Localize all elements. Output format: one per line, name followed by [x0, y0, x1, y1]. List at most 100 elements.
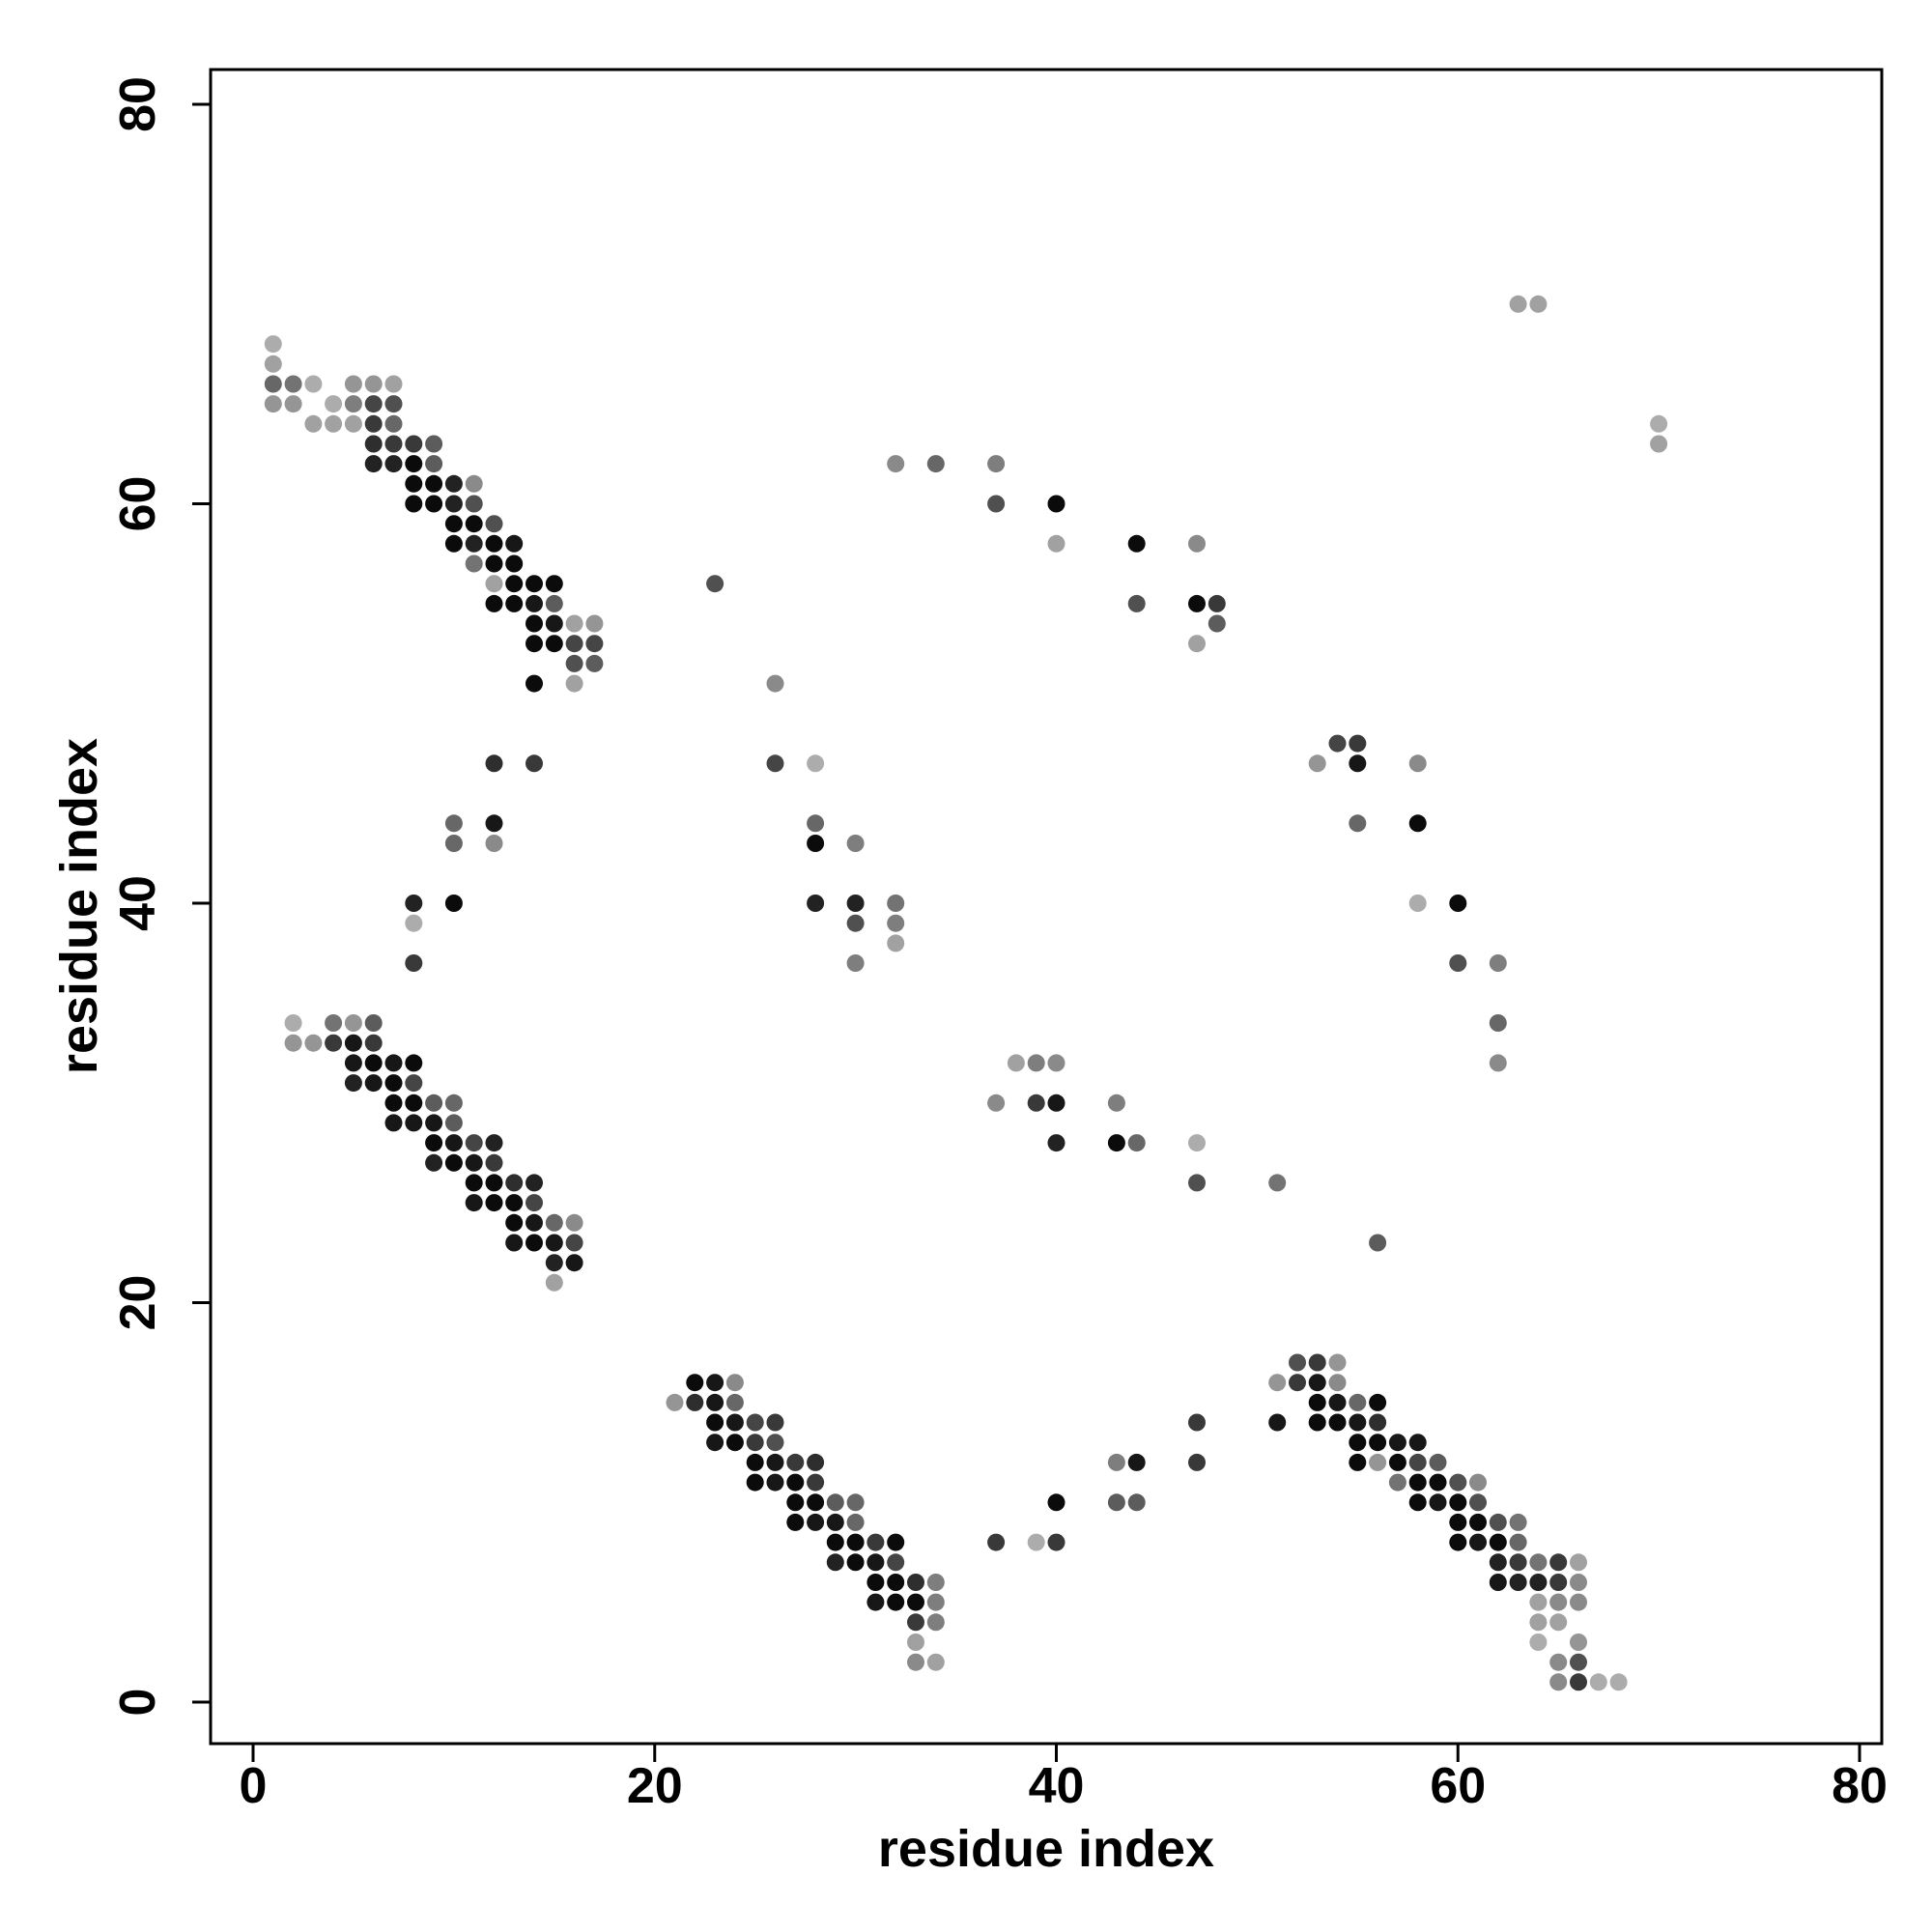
data-point-234 — [926, 1593, 945, 1611]
data-point-108 — [485, 1134, 503, 1152]
data-point-169 — [1650, 414, 1668, 433]
data-point-137 — [846, 954, 865, 972]
data-point-112 — [505, 1174, 524, 1192]
data-point-73 — [405, 914, 423, 932]
data-point-264 — [1369, 1413, 1387, 1432]
data-point-99 — [425, 1153, 443, 1172]
data-point-187 — [686, 1393, 704, 1411]
data-point-289 — [1509, 1513, 1527, 1531]
data-point-31 — [444, 474, 463, 493]
data-point-94 — [405, 1094, 423, 1112]
data-point-252 — [1308, 1374, 1326, 1392]
y-tick-label: 60 — [110, 476, 166, 532]
data-point-91 — [384, 1114, 403, 1132]
data-point-33 — [444, 515, 463, 533]
data-point-307 — [1570, 1634, 1587, 1651]
data-point-159 — [1408, 754, 1427, 773]
data-point-113 — [505, 1194, 524, 1212]
data-point-61 — [565, 674, 583, 693]
data-point-22 — [384, 455, 403, 473]
data-point-268 — [1388, 1453, 1406, 1471]
data-point-103 — [444, 1153, 463, 1172]
data-point-145 — [1047, 495, 1065, 513]
data-point-134 — [846, 835, 865, 852]
data-point-279 — [1449, 1513, 1467, 1531]
data-point-244 — [1127, 1493, 1146, 1512]
data-point-138 — [887, 895, 905, 912]
data-point-16 — [364, 435, 383, 453]
data-point-126 — [565, 1254, 583, 1272]
data-point-211 — [807, 1513, 825, 1531]
data-point-238 — [1027, 1533, 1045, 1551]
data-point-131 — [807, 814, 825, 833]
y-tick-label: 20 — [110, 1275, 166, 1331]
data-point-41 — [485, 534, 503, 553]
data-point-173 — [1027, 1054, 1045, 1072]
data-point-133 — [807, 895, 825, 912]
x-axis-title: residue index — [878, 1820, 1214, 1878]
data-point-168 — [1529, 295, 1548, 313]
data-point-217 — [846, 1513, 865, 1531]
data-point-275 — [1429, 1473, 1447, 1492]
data-point-44 — [485, 594, 503, 612]
data-point-39 — [465, 554, 483, 573]
data-point-5 — [284, 395, 302, 413]
data-point-285 — [1489, 1513, 1507, 1531]
data-point-97 — [425, 1114, 443, 1132]
data-point-34 — [444, 534, 463, 553]
data-point-155 — [1328, 734, 1347, 753]
data-point-202 — [766, 1453, 784, 1471]
data-point-196 — [746, 1413, 764, 1432]
data-point-29 — [425, 474, 443, 493]
data-point-70 — [485, 835, 503, 852]
data-point-53 — [526, 674, 543, 693]
data-point-8 — [325, 395, 343, 413]
data-point-38 — [465, 534, 483, 553]
data-point-149 — [1188, 534, 1206, 553]
data-point-86 — [344, 1074, 362, 1093]
data-point-110 — [485, 1174, 503, 1192]
data-point-141 — [887, 455, 905, 473]
data-point-300 — [1549, 1593, 1568, 1611]
data-point-55 — [545, 594, 563, 612]
data-point-192 — [725, 1374, 744, 1392]
data-point-72 — [444, 895, 463, 912]
data-point-224 — [887, 1533, 905, 1551]
y-tick-label: 80 — [110, 76, 166, 132]
data-point-104 — [465, 1134, 483, 1152]
data-point-144 — [987, 495, 1006, 513]
data-point-272 — [1408, 1473, 1427, 1492]
data-point-204 — [786, 1453, 805, 1471]
data-point-270 — [1408, 1434, 1427, 1452]
data-point-36 — [465, 495, 483, 513]
data-point-231 — [907, 1634, 924, 1651]
data-point-189 — [706, 1393, 724, 1411]
data-point-96 — [425, 1094, 443, 1112]
data-point-191 — [706, 1434, 724, 1452]
data-point-235 — [926, 1613, 945, 1632]
data-point-162 — [1449, 895, 1467, 912]
data-point-136 — [846, 914, 865, 932]
data-point-109 — [485, 1153, 503, 1172]
data-point-280 — [1449, 1533, 1467, 1551]
data-point-249 — [1289, 1353, 1306, 1372]
data-point-297 — [1529, 1634, 1548, 1651]
data-point-19 — [384, 395, 403, 413]
data-point-261 — [1349, 1434, 1367, 1452]
data-point-93 — [405, 1074, 423, 1093]
data-point-251 — [1308, 1353, 1326, 1372]
data-point-246 — [1188, 1453, 1206, 1471]
data-point-98 — [425, 1134, 443, 1152]
data-point-182 — [1188, 1174, 1206, 1192]
x-tick-label: 80 — [1832, 1758, 1888, 1814]
data-point-9 — [325, 414, 343, 433]
data-point-269 — [1388, 1473, 1406, 1492]
data-point-85 — [344, 1054, 362, 1072]
data-point-30 — [425, 495, 443, 513]
data-point-213 — [826, 1513, 844, 1531]
data-point-242 — [1107, 1493, 1125, 1512]
data-point-241 — [1107, 1453, 1125, 1471]
data-point-283 — [1469, 1513, 1487, 1531]
